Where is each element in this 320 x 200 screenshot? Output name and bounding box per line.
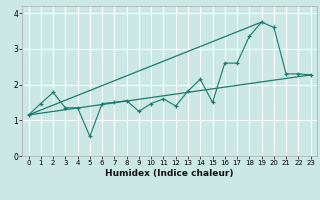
X-axis label: Humidex (Indice chaleur): Humidex (Indice chaleur) — [105, 169, 234, 178]
